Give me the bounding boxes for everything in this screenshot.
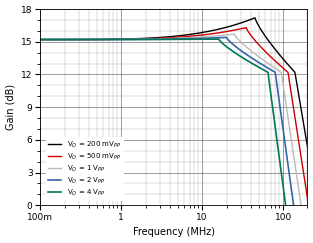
- X-axis label: Frequency (MHz): Frequency (MHz): [133, 227, 215, 237]
- Legend: V$_O$ = 200 mV$_{PP}$, V$_O$ = 500 mV$_{PP}$, V$_O$ = 1 V$_{PP}$, V$_O$ = 2 V$_{: V$_O$ = 200 mV$_{PP}$, V$_O$ = 500 mV$_{…: [46, 137, 124, 200]
- Y-axis label: Gain (dB): Gain (dB): [6, 84, 16, 130]
